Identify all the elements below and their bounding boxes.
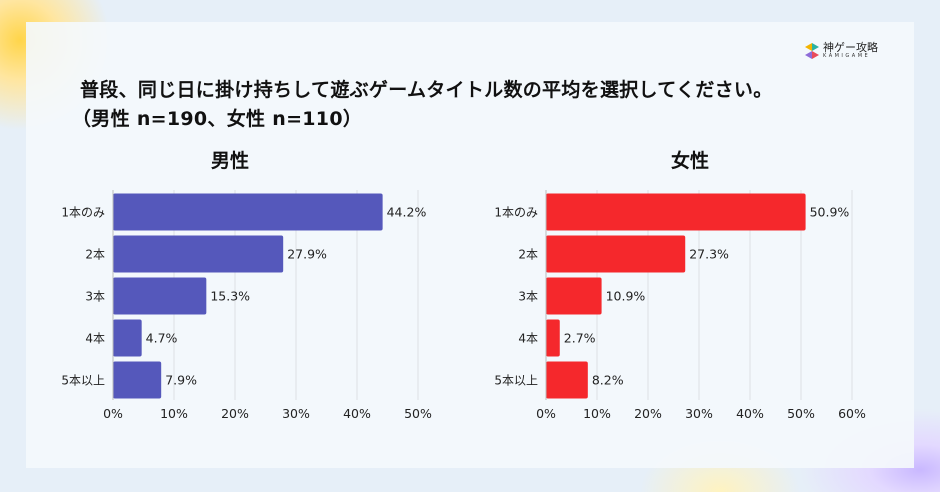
bar <box>113 235 284 273</box>
data-label: 2.7% <box>564 331 596 346</box>
bar <box>546 361 588 399</box>
y-category-label: 5本以上 <box>494 374 538 388</box>
x-tick-label: 30% <box>685 406 713 421</box>
bar <box>546 235 686 273</box>
x-tick-label: 50% <box>404 406 432 421</box>
y-category-label: 3本 <box>518 290 538 304</box>
logo-icon <box>805 42 819 59</box>
y-category-label: 5本以上 <box>61 374 105 388</box>
data-label: 27.3% <box>689 247 729 262</box>
x-tick-label: 60% <box>838 406 866 421</box>
y-category-label: 4本 <box>518 332 538 346</box>
x-tick-label: 0% <box>536 406 556 421</box>
data-label: 8.2% <box>592 373 624 388</box>
y-category-label: 3本 <box>85 290 105 304</box>
x-tick-label: 50% <box>787 406 815 421</box>
y-category-label: 1本のみ <box>61 206 105 220</box>
x-tick-label: 40% <box>736 406 764 421</box>
title-line-1: 普段、同じ日に掛け持ちして遊ぶゲームタイトル数の平均を選択してください。 <box>80 79 773 101</box>
bar <box>113 361 162 399</box>
data-label: 4.7% <box>146 331 178 346</box>
bar <box>546 193 806 231</box>
bar <box>546 319 560 357</box>
x-tick-label: 40% <box>343 406 371 421</box>
bar <box>546 277 602 315</box>
x-tick-label: 10% <box>583 406 611 421</box>
bar <box>113 193 383 231</box>
logo-sub: KAMIGAME <box>823 53 871 59</box>
data-label: 10.9% <box>606 289 646 304</box>
logo-name: 神ゲー攻略 <box>823 41 878 54</box>
x-tick-label: 0% <box>103 406 123 421</box>
bar <box>113 319 142 357</box>
data-label: 27.9% <box>287 247 327 262</box>
x-tick-label: 20% <box>634 406 662 421</box>
kamigame-logo: 神ゲー攻略 KAMIGAME <box>805 42 878 59</box>
title-line-2: （男性 n=190、女性 n=110） <box>72 108 363 130</box>
chart-title: 女性 <box>671 149 709 172</box>
y-category-label: 2本 <box>85 248 105 262</box>
x-tick-label: 10% <box>160 406 188 421</box>
page-title: 普段、同じ日に掛け持ちして遊ぶゲームタイトル数の平均を選択してください。 （男性… <box>72 76 773 134</box>
y-category-label: 2本 <box>518 248 538 262</box>
y-category-label: 4本 <box>85 332 105 346</box>
data-label: 7.9% <box>165 373 197 388</box>
y-category-label: 1本のみ <box>494 206 538 220</box>
data-label: 44.2% <box>387 205 427 220</box>
x-tick-label: 30% <box>282 406 310 421</box>
x-tick-label: 20% <box>221 406 249 421</box>
data-label: 15.3% <box>210 289 250 304</box>
data-label: 50.9% <box>810 205 850 220</box>
chart-title: 男性 <box>211 149 249 172</box>
bar <box>113 277 207 315</box>
